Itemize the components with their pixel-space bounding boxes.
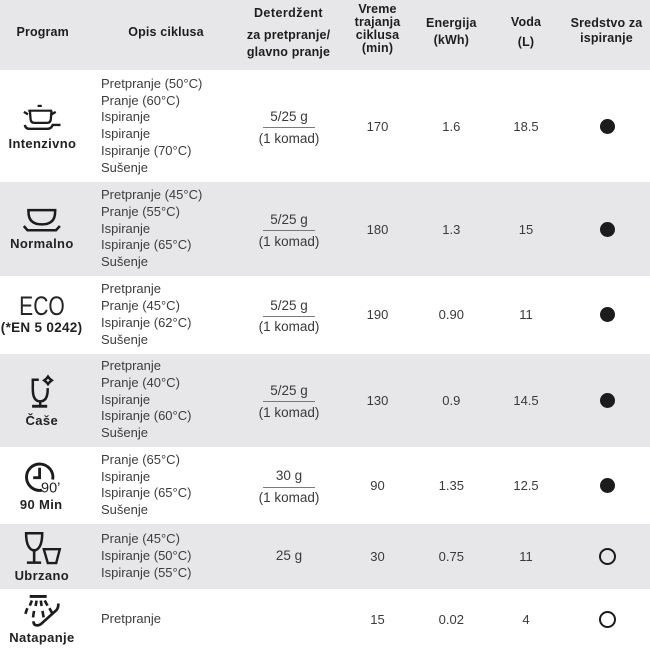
svg-text:90’: 90’ (41, 481, 60, 497)
